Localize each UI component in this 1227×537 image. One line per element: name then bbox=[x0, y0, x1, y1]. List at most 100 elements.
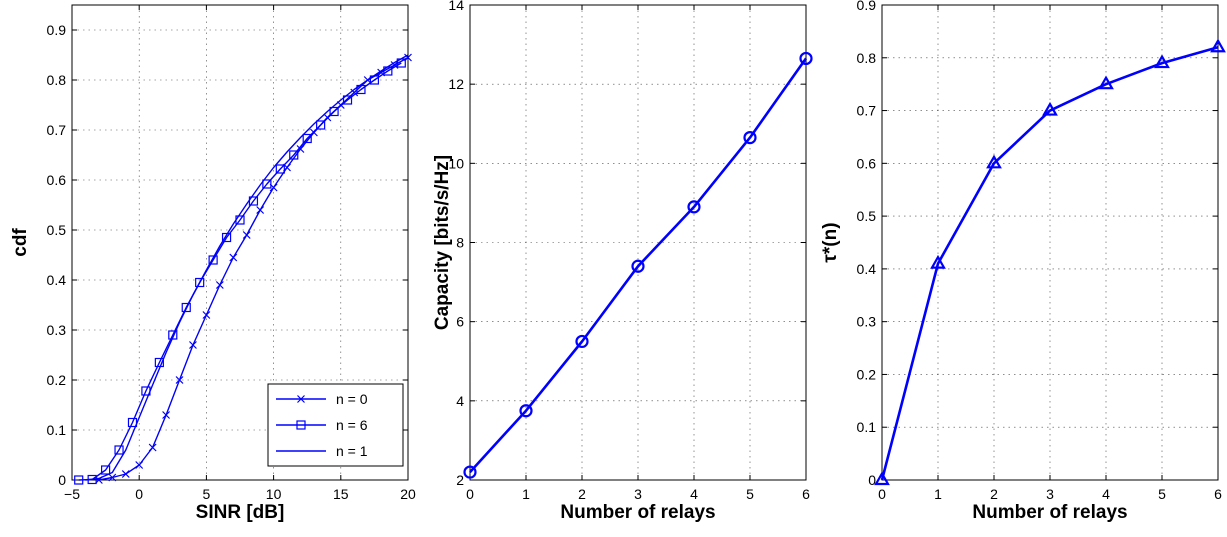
data-point bbox=[114, 445, 124, 455]
y-tick-label: 0.9 bbox=[857, 0, 877, 13]
data-point bbox=[189, 341, 197, 349]
y-tick-label: 0.1 bbox=[857, 419, 877, 435]
legend-item: n = 1 bbox=[276, 443, 368, 459]
data-point bbox=[221, 232, 232, 243]
y-tick-label: 6 bbox=[456, 314, 464, 330]
y-tick-label: 0.4 bbox=[857, 261, 877, 277]
x-tick-label: 1 bbox=[934, 486, 942, 502]
legend-label: n = 1 bbox=[336, 443, 368, 459]
legend-marker bbox=[296, 420, 306, 430]
legend-marker bbox=[297, 395, 305, 403]
data-point bbox=[262, 179, 272, 189]
x-tick-label: 5 bbox=[203, 486, 211, 502]
y-tick-label: 0.8 bbox=[857, 50, 877, 66]
legend-label: n = 6 bbox=[336, 417, 368, 433]
data-point bbox=[154, 357, 164, 368]
y-tick-label: 14 bbox=[448, 0, 464, 13]
y-tick-label: 0 bbox=[58, 472, 66, 488]
y-tick-label: 0.1 bbox=[47, 422, 67, 438]
data-point bbox=[100, 465, 111, 475]
x-axis-label: SINR [dB] bbox=[196, 502, 285, 523]
series-1 bbox=[463, 51, 813, 479]
y-tick-label: 0.6 bbox=[47, 172, 67, 188]
data-point bbox=[463, 465, 477, 479]
y-tick-label: 0.3 bbox=[857, 314, 877, 330]
legend: n = 0 n = 6 n = 1 bbox=[267, 383, 404, 467]
legend-item: n = 6 bbox=[276, 417, 368, 433]
x-tick-label: 5 bbox=[1158, 486, 1166, 502]
series-3 bbox=[85, 54, 409, 481]
x-tick-label: 0 bbox=[135, 486, 143, 502]
data-point bbox=[1042, 101, 1058, 116]
x-tick-label: 0 bbox=[878, 486, 886, 502]
data-point bbox=[799, 51, 813, 66]
x-tick-label: 4 bbox=[1102, 486, 1110, 502]
data-point bbox=[342, 95, 353, 105]
data-point bbox=[687, 200, 701, 214]
data-point bbox=[135, 461, 144, 469]
data-point bbox=[256, 206, 265, 214]
x-tick-label: 6 bbox=[802, 486, 810, 502]
y-tick-label: 0.8 bbox=[47, 72, 67, 88]
data-point bbox=[743, 131, 757, 145]
series-1 bbox=[874, 38, 1226, 486]
data-point bbox=[1098, 75, 1114, 90]
data-point bbox=[289, 150, 299, 160]
y-tick-label: 0.7 bbox=[47, 122, 67, 138]
legend-item: n = 0 bbox=[276, 391, 368, 407]
x-tick-label: 10 bbox=[266, 486, 282, 502]
y-tick-label: 0 bbox=[868, 472, 876, 488]
chart-panel-1: −5 0 5 10 15 2000.10.20.30.40.50.60.70.80.9SI… bbox=[10, 4, 416, 523]
chart-panel-3: 0 1 2 3 4 5 6 0 0.1 0.2 0.3 0.4 0.5 0.6 0.7 0.8 0.9 Numbe… bbox=[820, 0, 1226, 523]
x-tick-label: −5 bbox=[64, 486, 80, 502]
y-tick-label: 2 bbox=[456, 472, 464, 488]
data-point bbox=[874, 471, 890, 486]
data-point bbox=[1154, 54, 1170, 69]
x-tick-label: 15 bbox=[333, 486, 349, 502]
y-tick-label: 8 bbox=[456, 235, 464, 251]
data-point bbox=[195, 277, 205, 288]
data-point bbox=[575, 334, 589, 349]
y-tick-label: 0.9 bbox=[47, 22, 67, 38]
y-tick-label: 0.5 bbox=[47, 222, 67, 238]
data-point bbox=[108, 473, 117, 482]
x-tick-label: 3 bbox=[1046, 486, 1054, 502]
x-tick-label: 2 bbox=[578, 486, 586, 502]
data-point bbox=[208, 255, 218, 265]
x-tick-label: 2 bbox=[990, 486, 998, 502]
data-point bbox=[930, 254, 946, 269]
data-point bbox=[519, 404, 533, 418]
y-axis-label: τ*(n) bbox=[820, 222, 841, 262]
data-point bbox=[329, 106, 339, 117]
y-tick-label: 10 bbox=[448, 155, 464, 171]
y-tick-label: 0.7 bbox=[857, 103, 877, 119]
data-point bbox=[316, 120, 326, 130]
data-point bbox=[229, 253, 238, 262]
legend-label: n = 0 bbox=[336, 391, 368, 407]
x-tick-label: 6 bbox=[1214, 486, 1222, 502]
y-axis-label: Capacity [bits/s/Hz] bbox=[432, 155, 453, 330]
series-line bbox=[85, 54, 409, 481]
y-tick-label: 12 bbox=[448, 76, 464, 92]
data-point bbox=[181, 302, 191, 313]
x-tick-label: 5 bbox=[746, 486, 754, 502]
data-point bbox=[215, 281, 224, 289]
y-tick-label: 0.2 bbox=[47, 372, 67, 388]
series-line bbox=[469, 57, 808, 473]
data-point bbox=[631, 259, 645, 273]
data-point bbox=[302, 133, 312, 144]
data-point bbox=[202, 311, 211, 319]
x-tick-label: 20 bbox=[400, 486, 416, 502]
y-tick-label: 0.2 bbox=[857, 366, 877, 382]
data-point bbox=[162, 411, 171, 419]
data-point bbox=[242, 231, 251, 239]
data-point bbox=[986, 154, 1002, 169]
x-axis-label: Number of relays bbox=[560, 502, 715, 523]
x-tick-label: 3 bbox=[634, 486, 642, 502]
y-tick-label: 0.6 bbox=[857, 155, 877, 171]
series-line bbox=[78, 62, 402, 481]
y-tick-label: 0.4 bbox=[47, 272, 67, 288]
data-point bbox=[74, 475, 84, 485]
